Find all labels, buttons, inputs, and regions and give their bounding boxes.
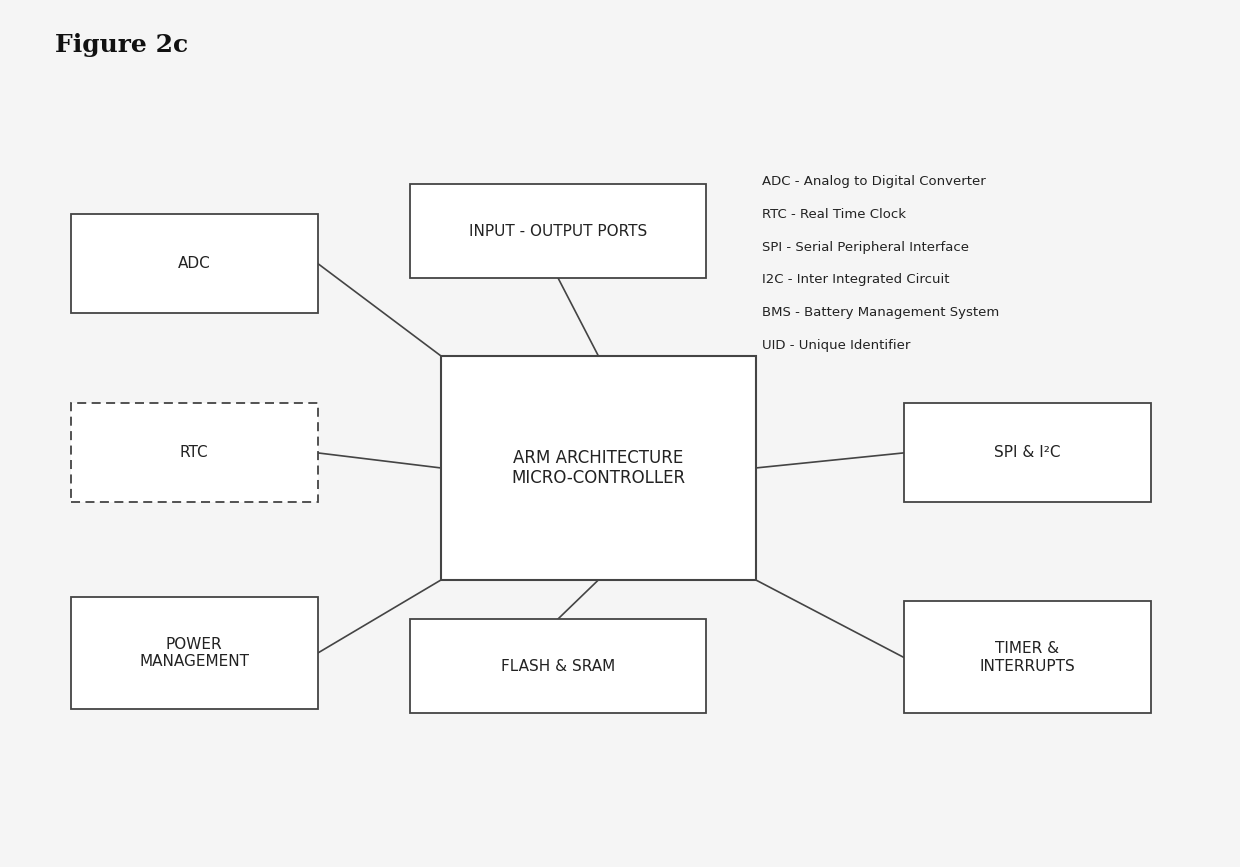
Text: SPI & I²C: SPI & I²C (994, 446, 1060, 460)
Text: Figure 2c: Figure 2c (55, 33, 187, 57)
Text: SPI - Serial Peripheral Interface: SPI - Serial Peripheral Interface (761, 240, 968, 253)
Text: ARM ARCHITECTURE
MICRO-CONTROLLER: ARM ARCHITECTURE MICRO-CONTROLLER (511, 448, 686, 487)
Text: I2C - Inter Integrated Circuit: I2C - Inter Integrated Circuit (761, 273, 950, 286)
FancyBboxPatch shape (410, 184, 707, 278)
FancyBboxPatch shape (71, 403, 317, 502)
Text: ADC - Analog to Digital Converter: ADC - Analog to Digital Converter (761, 175, 986, 188)
FancyBboxPatch shape (904, 602, 1151, 714)
FancyBboxPatch shape (71, 597, 317, 709)
Text: BMS - Battery Management System: BMS - Battery Management System (761, 306, 999, 319)
FancyBboxPatch shape (71, 214, 317, 313)
Text: POWER
MANAGEMENT: POWER MANAGEMENT (139, 637, 249, 669)
Text: INPUT - OUTPUT PORTS: INPUT - OUTPUT PORTS (469, 224, 647, 238)
FancyBboxPatch shape (441, 356, 756, 580)
Text: RTC: RTC (180, 446, 208, 460)
Text: UID - Unique Identifier: UID - Unique Identifier (761, 339, 910, 352)
Text: RTC - Real Time Clock: RTC - Real Time Clock (761, 208, 906, 221)
FancyBboxPatch shape (410, 619, 707, 714)
Text: FLASH & SRAM: FLASH & SRAM (501, 659, 615, 674)
Text: ADC: ADC (177, 256, 211, 271)
Text: TIMER &
INTERRUPTS: TIMER & INTERRUPTS (980, 642, 1075, 674)
FancyBboxPatch shape (904, 403, 1151, 502)
